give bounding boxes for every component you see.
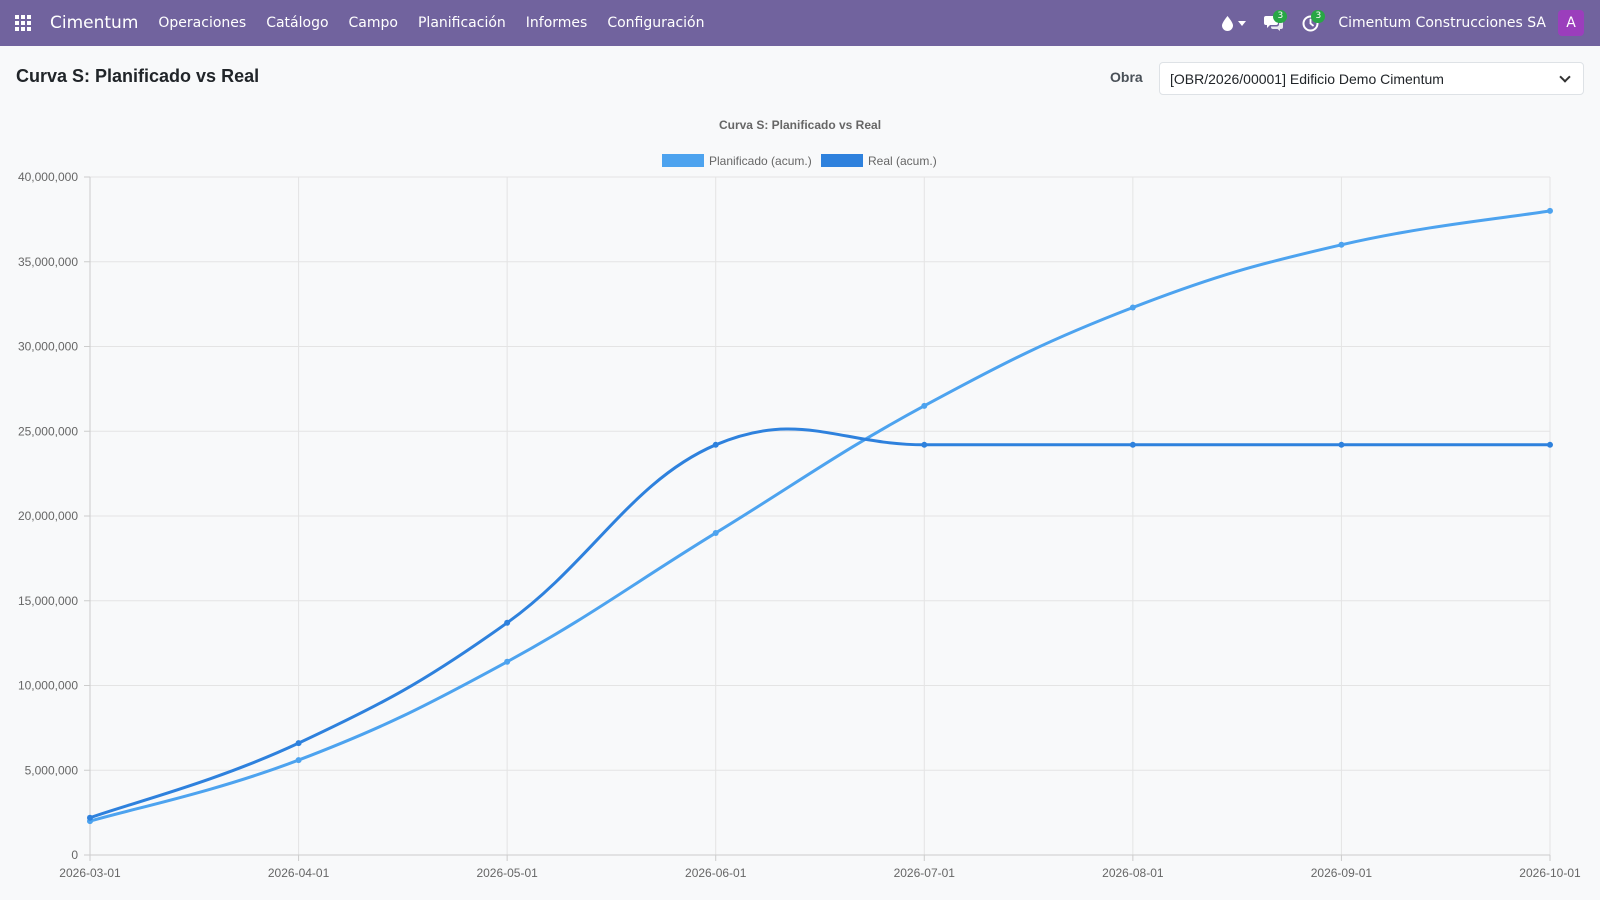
series-line-real: [89, 427, 1550, 820]
s-curve-chart: Curva S: Planificado vs Real Planificado …: [18, 118, 1581, 880]
x-tick-label: 2026-03-01: [59, 866, 121, 880]
y-tick-label: 15,000,000: [18, 594, 78, 608]
data-point: [1338, 241, 1345, 248]
data-point: [712, 529, 719, 536]
obra-select-value: [OBR/2026/00001] Edificio Demo Cimentum: [1170, 70, 1444, 87]
systray: 3 3 Cimentum Construcciones SA A: [1213, 0, 1600, 46]
drop-icon: [1222, 15, 1234, 31]
y-tick-label: 5,000,000: [25, 763, 79, 777]
menu-item-configuracion[interactable]: Configuración: [607, 15, 705, 31]
messages-button[interactable]: 3: [1255, 0, 1293, 46]
company-switcher[interactable]: Cimentum Construcciones SA: [1338, 15, 1546, 31]
data-point: [921, 402, 928, 409]
clock-icon: [1302, 15, 1319, 31]
data-point: [1129, 441, 1136, 448]
data-point: [295, 740, 302, 747]
menu-item-catalogo[interactable]: Catálogo: [266, 15, 329, 31]
main-menu: Operaciones Catálogo Campo Planificación…: [148, 0, 714, 46]
data-point: [1129, 304, 1136, 311]
activities-count-badge: 3: [1311, 10, 1326, 23]
x-tick-label: 2026-08-01: [1102, 866, 1164, 880]
y-tick-label: 35,000,000: [18, 255, 78, 269]
apps-grid-icon[interactable]: [0, 0, 46, 46]
x-tick-label: 2026-04-01: [268, 866, 330, 880]
menu-item-informes[interactable]: Informes: [525, 15, 588, 31]
y-tick-label: 0: [71, 848, 78, 862]
y-tick-label: 40,000,000: [18, 170, 78, 184]
y-tick-label: 25,000,000: [18, 424, 78, 438]
obra-label: Obra: [1110, 69, 1143, 85]
obra-select[interactable]: [OBR/2026/00001] Edificio Demo Cimentum: [1159, 62, 1584, 95]
data-point: [712, 441, 719, 448]
data-point: [87, 814, 93, 821]
data-point: [1338, 441, 1345, 448]
data-point: [504, 619, 511, 626]
x-tick-label: 2026-09-01: [1311, 866, 1373, 880]
series-line-planificado: [89, 209, 1551, 823]
data-point: [1547, 441, 1553, 448]
chart-title: Curva S: Planificado vs Real: [719, 118, 881, 132]
menu-item-operaciones[interactable]: Operaciones: [158, 15, 247, 31]
menu-item-campo[interactable]: Campo: [348, 15, 398, 31]
menu-item-planificacion[interactable]: Planificación: [417, 15, 506, 31]
brand-name[interactable]: Cimentum: [50, 13, 139, 33]
user-avatar[interactable]: A: [1558, 10, 1584, 36]
y-tick-label: 30,000,000: [18, 340, 78, 354]
y-tick-label: 10,000,000: [18, 679, 78, 693]
messages-count-badge: 3: [1273, 10, 1288, 23]
legend-swatch: [821, 154, 863, 167]
activities-button[interactable]: 3: [1293, 0, 1328, 46]
y-tick-label: 20,000,000: [18, 509, 78, 523]
legend-swatch: [662, 154, 704, 167]
data-point: [1547, 207, 1553, 214]
page-title: Curva S: Planificado vs Real: [16, 66, 260, 86]
x-tick-label: 2026-05-01: [476, 866, 538, 880]
caret-down-icon: [1238, 20, 1247, 26]
x-tick-label: 2026-07-01: [894, 866, 956, 880]
data-point: [295, 757, 302, 764]
top-navbar: Cimentum Operaciones Catálogo Campo Plan…: [0, 0, 1600, 46]
theme-dropdown[interactable]: [1213, 0, 1255, 46]
data-point: [921, 441, 928, 448]
legend-label: Real (acum.): [868, 154, 937, 168]
legend-label: Planificado (acum.): [709, 154, 812, 168]
x-tick-label: 2026-10-01: [1519, 866, 1581, 880]
chevron-down-icon: [1559, 70, 1571, 83]
data-point: [504, 658, 511, 665]
x-tick-label: 2026-06-01: [685, 866, 747, 880]
